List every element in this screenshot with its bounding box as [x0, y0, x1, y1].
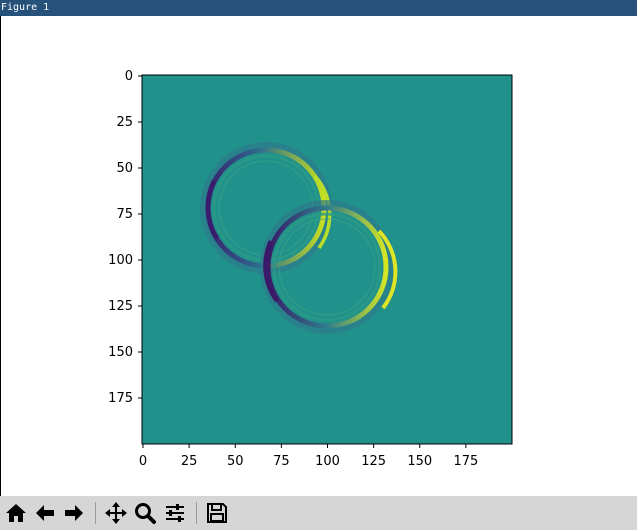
x-tick-label: 175	[453, 454, 478, 469]
zoom-icon	[135, 503, 156, 524]
sliders-icon	[166, 504, 184, 522]
move-icon	[105, 502, 127, 524]
home-button[interactable]	[2, 499, 30, 527]
zoom-button[interactable]	[131, 499, 159, 527]
save-icon	[207, 503, 227, 523]
y-axis: 0 25 50 75 100 125 150 175	[108, 69, 142, 406]
y-tick-label: 175	[108, 391, 133, 406]
y-tick-label: 50	[116, 161, 133, 176]
heatmap-plot: 0 25 50 75 100 125 150 175 0 25 50 75 100 125 150 175	[108, 69, 513, 469]
toolbar-separator	[95, 502, 96, 524]
home-icon	[6, 504, 26, 522]
x-tick-label: 0	[139, 454, 147, 469]
configure-subplots-button[interactable]	[161, 499, 189, 527]
y-tick-label: 125	[108, 299, 133, 314]
x-tick-label: 50	[227, 454, 244, 469]
toolbar-separator	[196, 502, 197, 524]
arrow-right-icon	[65, 505, 83, 521]
save-button[interactable]	[203, 499, 231, 527]
x-tick-label: 150	[407, 454, 432, 469]
navigation-toolbar	[0, 496, 637, 530]
ring-2	[260, 200, 398, 334]
y-tick-label: 150	[108, 345, 133, 360]
x-tick-label: 100	[315, 454, 340, 469]
back-button[interactable]	[31, 499, 59, 527]
y-tick-label: 75	[116, 207, 133, 222]
x-tick-label: 125	[361, 454, 386, 469]
window-border	[0, 16, 1, 496]
x-tick-label: 75	[273, 454, 290, 469]
y-tick-label: 25	[116, 115, 133, 130]
x-axis: 0 25 50 75 100 125 150 175	[139, 444, 478, 469]
pan-button[interactable]	[102, 499, 130, 527]
x-tick-label: 25	[181, 454, 198, 469]
y-tick-label: 0	[125, 69, 133, 84]
y-tick-label: 100	[108, 253, 133, 268]
heatmap-background	[142, 75, 512, 444]
forward-button[interactable]	[60, 499, 88, 527]
arrow-left-icon	[36, 505, 54, 521]
figure-canvas[interactable]: 0 25 50 75 100 125 150 175 0 25 50 75 100 125 150 175	[1, 16, 637, 496]
window-title: Figure 1	[0, 0, 637, 16]
